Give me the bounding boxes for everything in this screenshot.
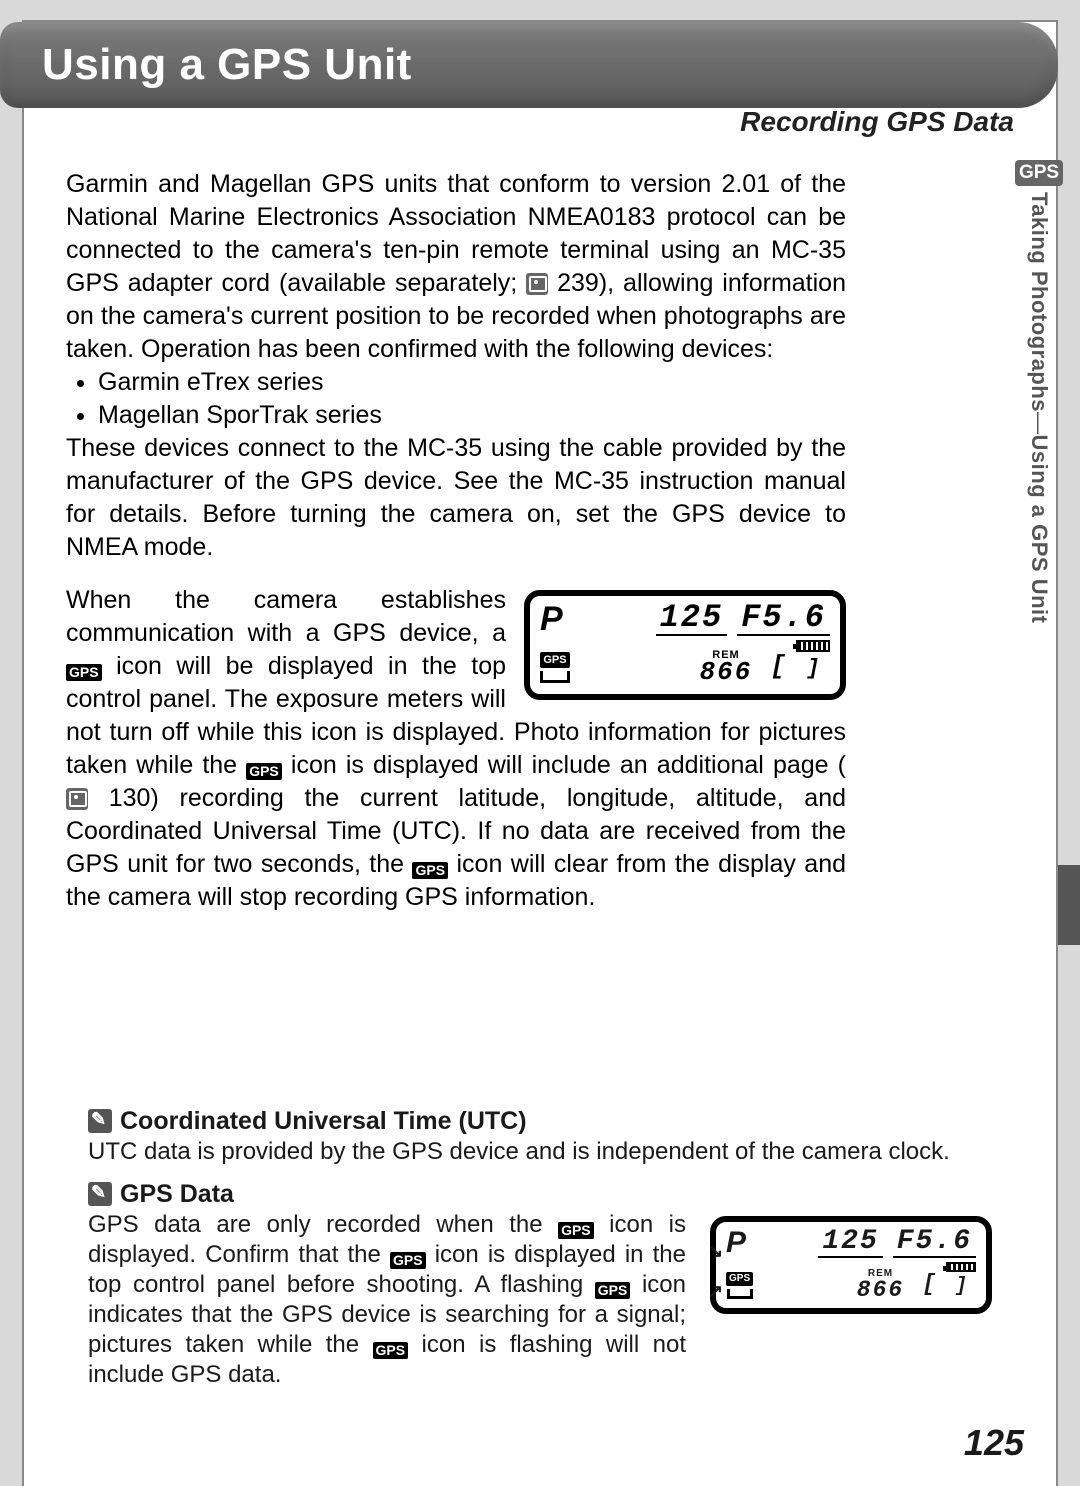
lcd-bracket-left: [ <box>770 649 786 683</box>
note-utc: Coordinated Universal Time (UTC) UTC dat… <box>88 1106 992 1167</box>
note-body: UTC data is provided by the GPS device a… <box>88 1137 992 1167</box>
edge-thumb-tab <box>1058 865 1080 945</box>
content-box: Using a GPS Unit Recording GPS Data Garm… <box>22 20 1058 1486</box>
section-title: Using a GPS Unit <box>42 40 412 90</box>
lcd-bracket-right: ] <box>806 654 819 683</box>
side-gps-badge: GPS <box>1015 160 1063 186</box>
lcd-battery: ] <box>946 1262 976 1299</box>
list-item: Magellan SporTrak series <box>98 399 846 432</box>
battery-icon <box>946 1262 976 1272</box>
lcd-gps-badge: GPS <box>540 652 569 669</box>
lcd-panel: P 125 F5.6 GPS REM 866 <box>524 590 846 700</box>
gps-inline-icon: GPS <box>373 1342 409 1359</box>
device-list: Garmin eTrex series Magellan SporTrak se… <box>66 366 846 432</box>
lcd-remaining: REM 866 <box>700 648 753 683</box>
paragraph-1: Garmin and Magellan GPS units that confo… <box>66 168 846 366</box>
lcd-panel: P 125 F5.6 GPS REM <box>710 1216 992 1314</box>
side-text-2: Using a GPS Unit <box>1027 435 1052 624</box>
paragraph-2: P 125 F5.6 GPS REM 866 <box>66 584 846 914</box>
note-heading: GPS Data <box>88 1179 992 1210</box>
lcd-mode: P <box>540 602 563 636</box>
note-title: Coordinated Universal Time (UTC) <box>120 1106 527 1137</box>
lcd-rem-value: 866 <box>857 1281 904 1299</box>
p2-text-c: icon is displayed will include an additi… <box>291 751 846 779</box>
lcd-bracket-icon <box>540 671 570 683</box>
manual-page: Using a GPS Unit Recording GPS Data Garm… <box>0 0 1080 1486</box>
side-tab-text: Taking Photographs—Using a GPS Unit <box>1026 192 1052 623</box>
lcd-bracket-right: ] <box>955 1274 967 1299</box>
lcd-gps-indicator: GPS <box>540 652 570 684</box>
battery-icon <box>796 640 830 652</box>
p2-text-a: When the camera establishes communicatio… <box>66 586 506 647</box>
note-icon <box>88 1109 112 1133</box>
gps-inline-icon: GPS <box>558 1222 594 1239</box>
gps-inline-icon: GPS <box>412 862 448 879</box>
lcd-shutter: 125 <box>656 602 728 636</box>
note-icon <box>88 1182 112 1206</box>
callout-arrow-icon: ↗ <box>708 1280 723 1303</box>
page-number: 125 <box>964 1422 1024 1464</box>
gps-inline-icon: GPS <box>595 1282 631 1299</box>
gps-inline-icon: GPS <box>390 1252 426 1269</box>
lcd-illustration-2: P 125 F5.6 GPS REM <box>710 1216 992 1314</box>
n2-a: GPS data are only recorded when the <box>88 1211 558 1238</box>
body-text: Garmin and Magellan GPS units that confo… <box>24 138 1056 914</box>
side-tab: GPS Taking Photographs—Using a GPS Unit <box>1020 160 1058 623</box>
lcd-battery: ] <box>796 640 830 683</box>
section-header: Using a GPS Unit <box>0 22 1058 108</box>
lcd-gps-badge: GPS <box>726 1272 753 1287</box>
note-body: GPS data are only recorded when the GPS … <box>88 1210 686 1390</box>
note-heading: Coordinated Universal Time (UTC) <box>88 1106 992 1137</box>
lcd-shutter: 125 <box>818 1228 882 1258</box>
callout-arrow-icon: ↘ <box>708 1240 723 1263</box>
side-sep: — <box>1027 412 1052 435</box>
side-text-1: Taking Photographs <box>1027 192 1052 412</box>
gps-inline-icon: GPS <box>66 664 102 681</box>
lcd-mode: P <box>726 1228 746 1258</box>
paragraph-1c: These devices connect to the MC-35 using… <box>66 432 846 564</box>
lcd-gps-indicator: GPS <box>726 1272 753 1300</box>
lcd-bracket-left: [ <box>922 1270 936 1299</box>
lcd-illustration-1: P 125 F5.6 GPS REM 866 <box>524 590 846 700</box>
camera-ref-icon <box>526 273 548 295</box>
list-item: Garmin eTrex series <box>98 366 846 399</box>
lcd-bracket-icon <box>727 1289 753 1299</box>
lcd-aperture: F5.6 <box>737 602 830 636</box>
camera-ref-icon <box>66 788 88 810</box>
note-title: GPS Data <box>120 1179 234 1210</box>
lcd-aperture: F5.6 <box>893 1228 976 1258</box>
notes-section: Coordinated Universal Time (UTC) UTC dat… <box>46 1094 1034 1391</box>
lcd-rem-value: 866 <box>700 662 753 683</box>
lcd-remaining: REM 866 <box>857 1268 904 1299</box>
note-gps-data: GPS Data GPS data are only recorded when… <box>88 1179 992 1390</box>
gps-inline-icon: GPS <box>246 763 282 780</box>
